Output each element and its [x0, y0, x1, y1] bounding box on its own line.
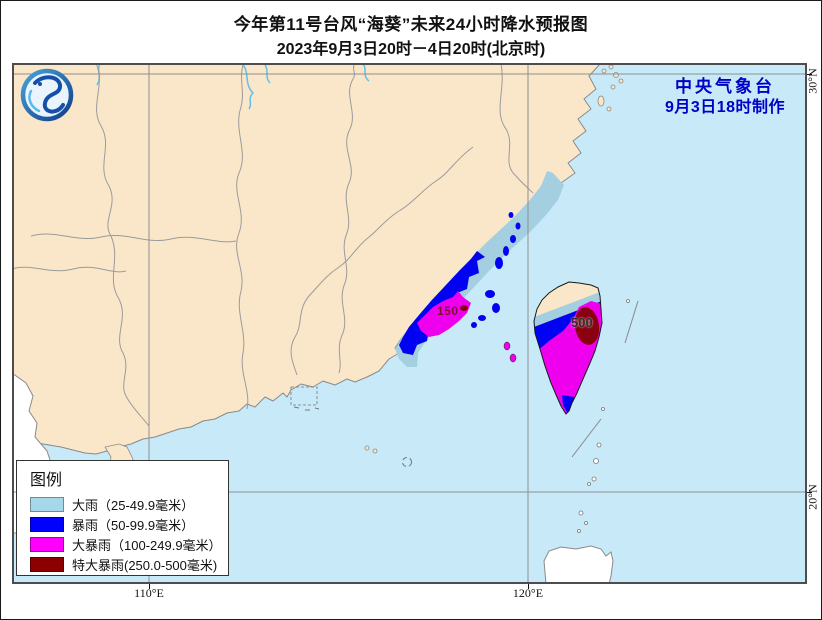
legend-swatch-extreme-rainstorm [30, 556, 64, 572]
taiwan-south-rainstorm [562, 395, 574, 414]
map-frame [12, 63, 807, 584]
rain-extreme-spot-fujian [460, 305, 468, 311]
legend-item-rainstorm: 暴雨（50-99.9毫米） [30, 514, 228, 534]
cma-dragon-logo-icon [20, 68, 74, 122]
legend-label-heavy-rain: 大雨（25-49.9毫米） [72, 497, 195, 513]
legend-label-extreme-rainstorm: 特大暴雨(250.0-500毫米) [72, 557, 218, 573]
legend-label-heavy-rainstorm: 大暴雨（100-249.9毫米） [72, 537, 222, 553]
y-axis-label-20n: 20°N [805, 484, 820, 510]
x-tick-110e [149, 584, 150, 589]
legend-item-heavy-rain: 大雨（25-49.9毫米） [30, 494, 228, 514]
x-axis-label-110e: 110°E [134, 586, 164, 600]
legend-swatch-heavy-rainstorm [30, 536, 64, 552]
rain-heavy-storm-band [417, 291, 471, 337]
taiwan-extreme-rainstorm [574, 307, 600, 345]
legend-label-rainstorm: 暴雨（50-99.9毫米） [72, 517, 195, 533]
issuer-credit: 中央气象台 9月3日18时制作 [647, 77, 803, 118]
dongsha-atoll [402, 457, 412, 467]
page-title: 今年第11号台风“海葵”未来24小时降水预报图 [233, 15, 589, 34]
small-islands [577, 299, 630, 533]
issue-time: 9月3日18时制作 [664, 99, 786, 116]
y-tick-20n [807, 492, 812, 493]
rainfall-label-fujian: 150 [437, 304, 459, 318]
y-axis-label-30n: 30°N [805, 68, 820, 94]
legend-title: 图例 [30, 472, 63, 489]
sar-boundary-marks [290, 386, 412, 467]
issuer-agency: 中央气象台 [675, 77, 775, 96]
boundary-dashes [571, 300, 639, 458]
legend-item-heavy-rainstorm: 大暴雨（100-249.9毫米） [30, 534, 228, 554]
x-tick-120e [528, 584, 529, 589]
rainfall-label-taiwan: 500 [571, 315, 593, 330]
penghu-rain-spots [503, 341, 517, 363]
legend: 图例 大雨（25-49.9毫米） 暴雨（50-99.9毫米） 大暴雨（100-2… [16, 460, 229, 576]
legend-item-extreme-rainstorm: 特大暴雨(250.0-500毫米) [30, 554, 228, 574]
y-tick-30n [807, 74, 812, 75]
x-axis-label-120e: 120°E [512, 586, 544, 600]
legend-swatch-heavy-rain [30, 496, 64, 512]
rain-storm-islands [471, 212, 521, 328]
legend-swatch-rainstorm [30, 516, 64, 532]
luzon-area [543, 545, 614, 584]
page-subtitle: 2023年9月3日20时－4日20时(北京时) [276, 41, 546, 58]
province-borders [12, 63, 534, 427]
